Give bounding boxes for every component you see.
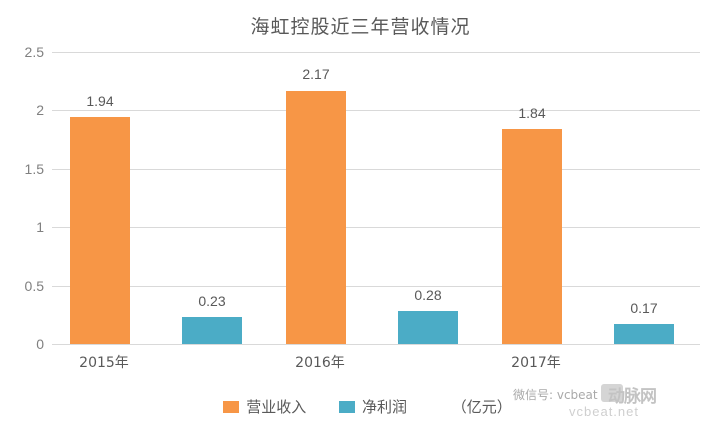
gridline-1 — [52, 227, 700, 229]
watermark-logo: 动脉网 — [608, 387, 657, 407]
unit-note: （亿元） — [451, 398, 512, 416]
watermark: 微信号: vcbeat 动脉网 vcbeat.net — [513, 384, 713, 426]
bar-revenue-2016 — [286, 90, 346, 344]
legend: 营业收入 净利润 （亿元） — [0, 396, 721, 417]
bar-value-profit-2016: 0.28 — [414, 287, 442, 303]
watermark-logo-badge — [601, 384, 623, 402]
bar-value-revenue-2015: 1.94 — [86, 93, 114, 109]
watermark-site: vcbeat.net — [569, 404, 639, 419]
bar-value-profit-2015: 0.23 — [198, 293, 226, 309]
legend-label-revenue: 营业收入 — [246, 398, 307, 416]
bar-revenue-2017 — [502, 129, 562, 344]
chart-title: 海虹控股近三年营收情况 — [250, 16, 471, 38]
y-tick-1: 1 — [36, 219, 44, 236]
axis-baseline — [52, 344, 700, 345]
watermark-wechat: 微信号: vcbeat — [513, 388, 598, 402]
x-tick-2015: 2015年 — [79, 355, 129, 371]
x-tick-2017: 2017年 — [511, 355, 561, 371]
legend-swatch-revenue — [223, 400, 240, 413]
gridline-2.5 — [52, 52, 700, 53]
x-tick-2016: 2016年 — [295, 355, 345, 371]
gridline-1.5 — [52, 168, 700, 170]
bar-profit-2015 — [182, 317, 242, 344]
y-tick-0.5: 0.5 — [24, 277, 44, 294]
y-tick-2.5: 2.5 — [24, 44, 44, 60]
legend-swatch-profit — [338, 400, 355, 413]
legend-item-profit: 净利润 — [338, 396, 407, 417]
legend-item-revenue: 营业收入 — [223, 396, 306, 417]
bar-value-profit-2017: 0.17 — [630, 300, 658, 316]
bar-revenue-2015 — [70, 117, 130, 344]
y-tick-1.5: 1.5 — [24, 160, 44, 177]
bar-profit-2016 — [398, 311, 458, 344]
bar-profit-2017 — [614, 324, 674, 344]
gridline-2 — [52, 110, 700, 112]
legend-label-profit: 净利润 — [361, 398, 407, 416]
y-tick-2: 2 — [36, 102, 44, 119]
gridline-0.5 — [52, 285, 700, 287]
bar-value-revenue-2017: 1.84 — [518, 105, 546, 121]
y-axis: 2.5 2 1.5 1 0.5 0 — [0, 44, 44, 352]
bar-value-revenue-2016: 2.17 — [302, 66, 330, 82]
plot-area: 1.94 0.23 2.17 0.28 1.84 0.17 — [52, 52, 700, 345]
y-tick-0: 0 — [36, 336, 44, 352]
